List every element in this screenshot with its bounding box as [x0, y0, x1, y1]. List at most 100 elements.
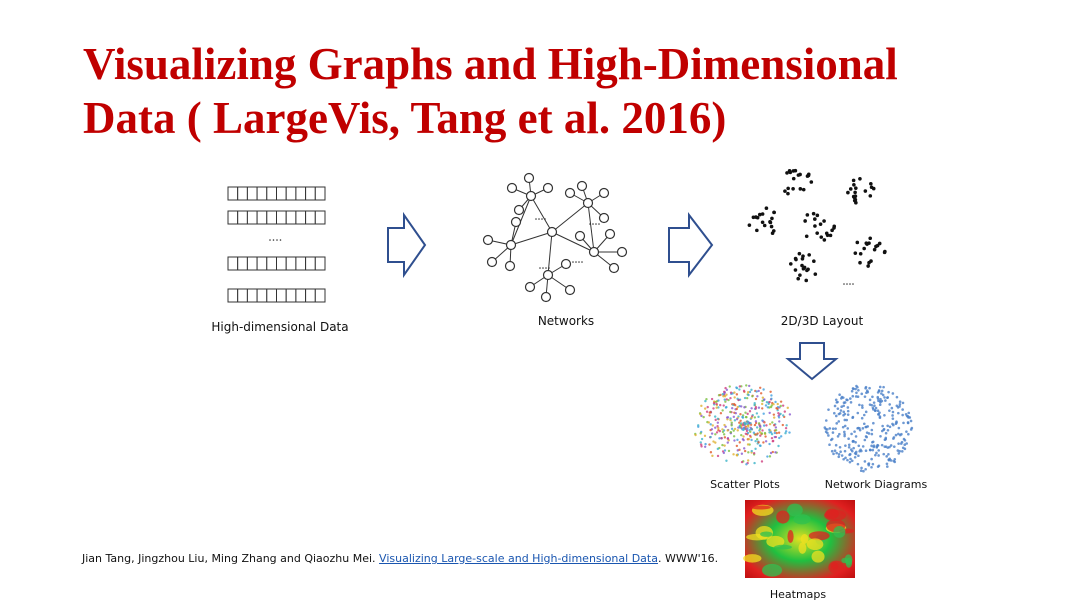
network-point — [884, 436, 888, 440]
citation-link[interactable]: Visualizing Large-scale and High-dimensi… — [379, 552, 658, 565]
scatter-point — [719, 412, 723, 415]
scatter-point — [755, 426, 759, 429]
network-point — [860, 416, 864, 420]
layout-point — [793, 268, 798, 272]
network-point — [838, 432, 841, 436]
network-node — [525, 190, 537, 202]
network-point — [871, 440, 875, 444]
network-point — [894, 433, 898, 437]
network-node — [505, 239, 517, 251]
network-point — [893, 460, 897, 464]
scatter-point — [744, 411, 747, 414]
scatter-point — [758, 427, 762, 431]
scatter-point — [768, 428, 771, 432]
scatter-point — [762, 412, 765, 415]
scatter-point — [773, 435, 776, 439]
scatter-point — [743, 447, 746, 450]
scatter-point — [713, 415, 717, 418]
scatter-point — [728, 385, 731, 388]
network-point — [885, 455, 888, 458]
scatter-point — [774, 426, 778, 429]
scatter-point — [738, 441, 741, 444]
network-point — [874, 406, 878, 410]
scatter-point — [767, 402, 770, 406]
scatter-point — [716, 447, 720, 451]
network-point — [881, 393, 885, 397]
layout-point — [794, 257, 798, 262]
scatter-point — [750, 438, 753, 442]
layout-point — [868, 194, 873, 198]
network-point — [830, 449, 834, 453]
network-point — [887, 390, 890, 394]
scatter-point — [721, 443, 724, 447]
scatter-point — [750, 449, 753, 453]
network-node — [560, 258, 572, 270]
scatter-point — [756, 395, 759, 398]
network-point — [876, 395, 880, 399]
scatter-point — [776, 402, 779, 406]
network-point — [825, 428, 829, 431]
scatter-point — [704, 442, 707, 446]
network-point — [875, 451, 878, 455]
scatter-point — [730, 421, 733, 424]
scatter-point — [740, 433, 743, 437]
scatter-point — [723, 423, 726, 427]
network-node — [506, 182, 518, 194]
heatmap-spot — [824, 509, 847, 521]
scatter-point — [759, 425, 762, 429]
network-node — [546, 226, 558, 238]
matrix-cell — [276, 210, 287, 225]
scatter-point — [727, 449, 731, 453]
scatter-point — [761, 396, 765, 399]
scatter-point — [738, 421, 741, 424]
scatter-point — [730, 424, 733, 427]
scatter-point — [716, 454, 720, 458]
scatter-point — [779, 404, 782, 408]
scatter-point — [751, 395, 754, 398]
scatter-point — [788, 431, 791, 434]
scatter-point — [770, 436, 774, 440]
layout-point — [866, 264, 870, 268]
network-point — [829, 438, 833, 442]
scatter-point — [763, 431, 767, 435]
network-point — [861, 406, 864, 409]
scatter-point — [772, 413, 776, 416]
network-point — [853, 430, 856, 433]
layout-point — [796, 276, 801, 281]
network-point — [856, 395, 860, 399]
scatter-point — [761, 399, 764, 403]
network-point — [864, 385, 868, 389]
matrix-cell — [295, 210, 307, 225]
scatter-point — [770, 397, 773, 400]
scatter-point — [729, 391, 733, 394]
scatter-point — [734, 412, 738, 415]
scatter-point — [715, 400, 718, 403]
scatter-point — [732, 402, 736, 406]
scatter-point — [722, 433, 726, 436]
network-point — [846, 406, 850, 409]
matrix-cell — [227, 210, 239, 225]
network-point — [833, 411, 836, 415]
network-point — [871, 462, 875, 466]
scatter-point — [724, 400, 727, 403]
scatter-point — [772, 416, 776, 419]
scatter-point — [777, 411, 780, 415]
network-point — [898, 433, 902, 437]
network-point — [832, 452, 835, 456]
scatter-point — [733, 439, 736, 442]
scatter-point — [732, 415, 736, 419]
network-node — [564, 284, 576, 296]
network-point — [901, 408, 904, 411]
network-point — [872, 445, 876, 449]
network-point — [864, 449, 868, 453]
scatter-point — [710, 432, 714, 435]
layout-point — [801, 266, 806, 271]
network-point — [866, 425, 870, 428]
network-point — [843, 449, 847, 453]
network-point — [838, 445, 842, 449]
network-point — [835, 401, 839, 404]
scatter-point — [719, 393, 722, 397]
scatter-point — [760, 460, 764, 463]
scatter-point — [757, 389, 760, 393]
